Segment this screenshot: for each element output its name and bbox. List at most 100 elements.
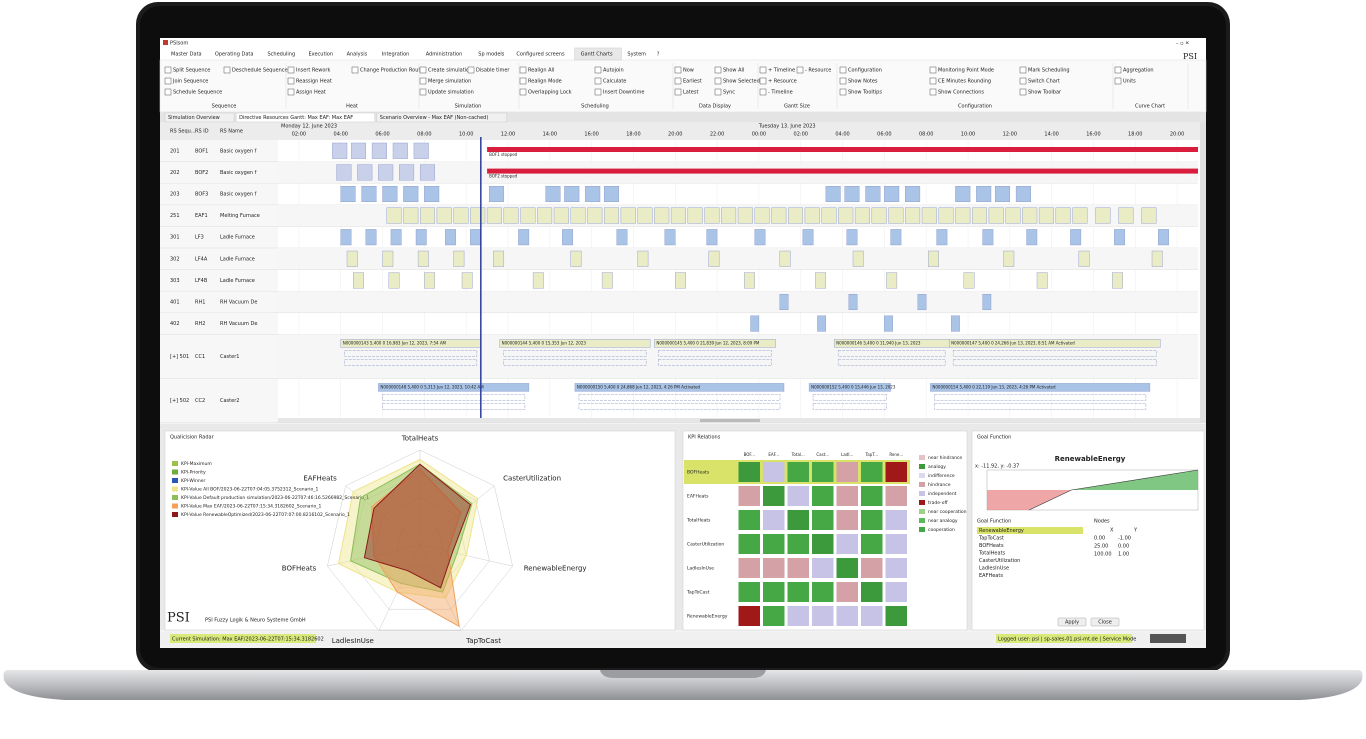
task-bar[interactable]: [884, 185, 900, 202]
ribbon-button[interactable]: - Resource: [805, 68, 831, 74]
ribbon-icon[interactable]: [164, 88, 172, 96]
task-bar[interactable]: [403, 185, 419, 202]
task-bar[interactable]: [361, 185, 377, 202]
task-bar[interactable]: [382, 250, 394, 267]
ribbon-button[interactable]: Sync: [723, 90, 735, 96]
ribbon-icon[interactable]: [519, 66, 527, 74]
kpi-cell[interactable]: [812, 510, 834, 530]
task-bar[interactable]: [499, 339, 651, 348]
ribbon-icon[interactable]: [164, 66, 172, 74]
task-bar[interactable]: [386, 207, 402, 224]
kpi-cell[interactable]: [836, 534, 859, 554]
task-bar[interactable]: [982, 294, 992, 311]
kpi-cell[interactable]: [738, 558, 761, 578]
ribbon-button[interactable]: Insert Rework: [296, 68, 330, 74]
task-bar[interactable]: [670, 207, 686, 224]
view-tab[interactable]: [235, 112, 376, 123]
ribbon-button[interactable]: Split Sequence: [173, 68, 210, 74]
ribbon-icon[interactable]: [1114, 66, 1122, 74]
ribbon-button[interactable]: Latest: [683, 90, 698, 96]
ribbon-icon[interactable]: [759, 88, 767, 96]
ribbon-icon[interactable]: [1019, 77, 1027, 85]
ribbon-button[interactable]: Configuration: [848, 68, 882, 74]
task-bar[interactable]: [574, 383, 785, 392]
task-bar[interactable]: [365, 229, 377, 246]
kpi-cell[interactable]: [787, 534, 810, 554]
ribbon-button[interactable]: Disable timer: [476, 68, 510, 74]
ribbon-icon[interactable]: [419, 77, 427, 85]
kpi-cell[interactable]: [787, 462, 810, 482]
kpi-cell[interactable]: [763, 582, 785, 602]
kpi-cell[interactable]: [763, 606, 785, 626]
task-bar[interactable]: [808, 383, 891, 392]
task-bar[interactable]: [603, 207, 620, 224]
button-label[interactable]: Apply: [1065, 620, 1079, 626]
task-bar[interactable]: [570, 207, 586, 224]
task-bar[interactable]: [821, 207, 837, 224]
task-bar[interactable]: [976, 185, 992, 202]
goal-list-item[interactable]: BOFHeats: [979, 543, 1004, 549]
ribbon-button[interactable]: CE Minutes Rounding: [938, 79, 991, 85]
ribbon-button[interactable]: Deschedule Sequence: [232, 68, 288, 74]
task-bar[interactable]: [532, 272, 544, 289]
ribbon-icon[interactable]: [287, 88, 295, 96]
task-bar[interactable]: [564, 185, 580, 202]
ribbon-icon[interactable]: [674, 88, 682, 96]
task-bar[interactable]: [848, 294, 858, 311]
task-bar[interactable]: [905, 207, 921, 224]
goal-list-item[interactable]: TapToCast: [978, 536, 1004, 542]
kpi-cell[interactable]: [861, 534, 883, 554]
task-bar[interactable]: [445, 229, 456, 246]
menu-tab[interactable]: Gantt Charts: [581, 52, 613, 58]
kpi-cell[interactable]: [885, 582, 908, 602]
kpi-cell[interactable]: [861, 582, 883, 602]
task-bar[interactable]: [424, 185, 440, 202]
ribbon-icon[interactable]: [1114, 77, 1122, 85]
task-bar[interactable]: [936, 229, 948, 246]
kpi-cell[interactable]: [812, 462, 834, 482]
task-bar[interactable]: [744, 272, 755, 289]
ribbon-icon[interactable]: [796, 66, 804, 74]
ribbon-button[interactable]: Calculate: [603, 79, 626, 85]
ribbon-button[interactable]: Show Toolbar: [1028, 90, 1062, 96]
ribbon-icon[interactable]: [839, 77, 847, 85]
task-bar[interactable]: [461, 272, 473, 289]
task-bar[interactable]: [553, 207, 569, 224]
task-bar[interactable]: [419, 207, 436, 224]
kpi-cell[interactable]: [738, 486, 761, 506]
task-bar[interactable]: [1078, 250, 1090, 267]
task-bar[interactable]: [1022, 207, 1038, 224]
ribbon-button[interactable]: - Timeline: [768, 90, 793, 96]
ribbon-button[interactable]: Show Notes: [848, 79, 878, 85]
ribbon-button[interactable]: Realign All: [528, 68, 554, 74]
task-bar[interactable]: [453, 207, 469, 224]
menu-tab[interactable]: Scheduling: [268, 52, 296, 58]
task-bar[interactable]: [754, 207, 770, 224]
ribbon-button[interactable]: Earliest: [683, 79, 702, 85]
task-bar[interactable]: [382, 185, 398, 202]
task-bar[interactable]: [1158, 229, 1169, 246]
kpi-cell[interactable]: [861, 558, 883, 578]
task-bar[interactable]: [890, 229, 902, 246]
kpi-cell[interactable]: [787, 582, 810, 602]
ribbon-icon[interactable]: [287, 77, 295, 85]
task-bar[interactable]: [754, 229, 766, 246]
kpi-cell[interactable]: [812, 582, 834, 602]
task-bar[interactable]: [371, 142, 387, 159]
ribbon-button[interactable]: + Timeline: [768, 68, 795, 74]
task-bar[interactable]: [637, 207, 653, 224]
kpi-cell[interactable]: [836, 582, 859, 602]
task-bar[interactable]: [787, 207, 804, 224]
kpi-cell[interactable]: [738, 534, 761, 554]
task-bar[interactable]: [486, 207, 502, 224]
task-bar[interactable]: [817, 315, 827, 332]
kpi-cell[interactable]: [812, 558, 834, 578]
ribbon-icon[interactable]: [839, 66, 847, 74]
ribbon-button[interactable]: Overlapping Lock: [528, 90, 572, 96]
kpi-cell[interactable]: [885, 534, 908, 554]
ribbon-button[interactable]: Create simulation: [428, 68, 472, 74]
task-bar[interactable]: [982, 229, 994, 246]
task-bar[interactable]: [951, 315, 960, 332]
ribbon-button[interactable]: Join Sequence: [172, 79, 208, 85]
goal-list-item[interactable]: CasterUtilization: [979, 558, 1020, 564]
